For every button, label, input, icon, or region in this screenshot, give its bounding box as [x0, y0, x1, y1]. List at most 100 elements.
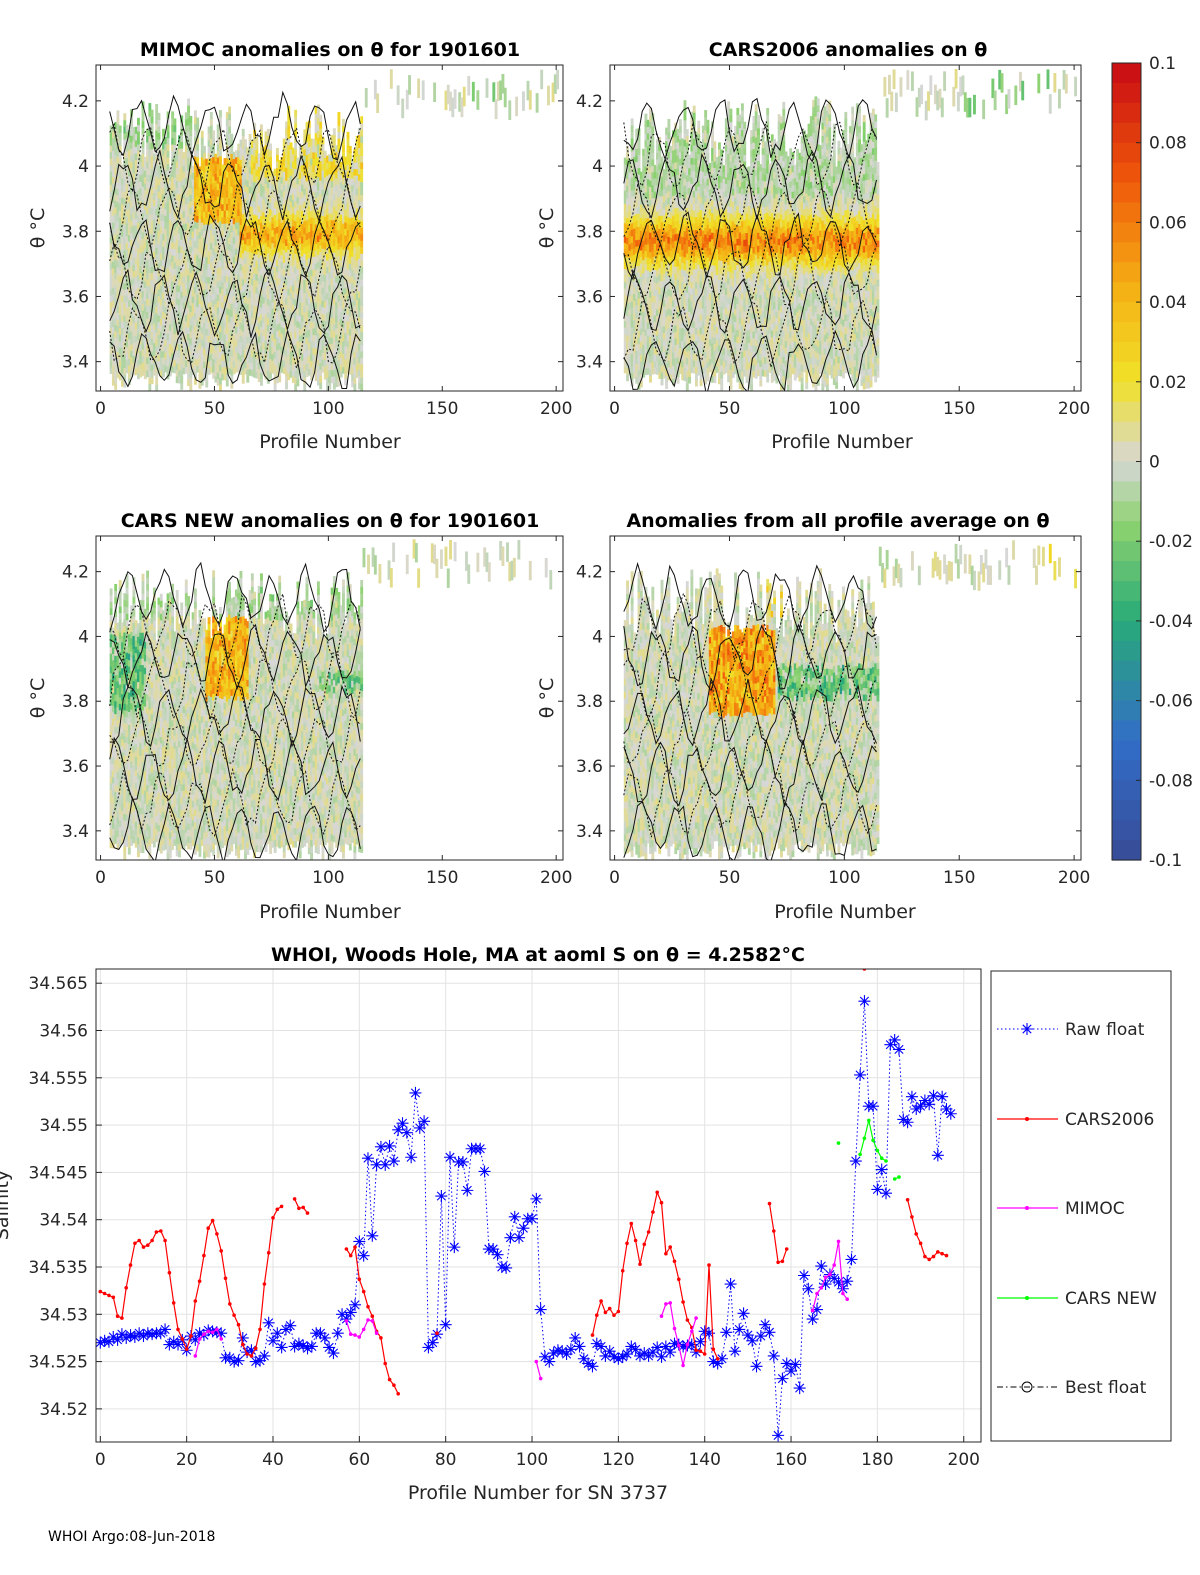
heatmap-cell	[111, 254, 115, 262]
heatmap-cell	[326, 312, 329, 320]
heatmap-cell	[353, 246, 357, 254]
heatmap-cell	[301, 334, 304, 342]
heatmap-cell	[166, 189, 170, 197]
heatmap-cell	[328, 271, 332, 279]
heatmap-cell	[237, 358, 241, 366]
heatmap-cell	[262, 263, 266, 272]
heatmap-cell	[344, 189, 348, 197]
heatmap-cell	[655, 308, 659, 317]
heatmap-cell	[150, 161, 154, 169]
heatmap-cell	[294, 220, 298, 228]
heatmap-cell	[212, 221, 216, 229]
heatmap-cell	[130, 187, 134, 195]
heatmap-cell	[173, 255, 177, 263]
heatmap-cell	[326, 246, 329, 255]
heatmap-cell	[642, 279, 646, 287]
heatmap-cell	[193, 116, 197, 124]
heatmap-cell	[637, 232, 641, 240]
heatmap-cell	[207, 276, 211, 284]
heatmap-cell	[326, 233, 329, 241]
heatmap-cell	[203, 217, 206, 225]
heatmap-cell	[339, 350, 343, 359]
heatmap-cell	[132, 179, 136, 187]
heatmap-cell	[180, 311, 184, 319]
heatmap-cell	[658, 163, 662, 171]
heatmap-cell	[342, 223, 345, 231]
heatmap-cell	[205, 204, 209, 212]
heatmap-cell	[237, 326, 241, 334]
heatmap-cell	[639, 178, 643, 186]
heatmap-cell	[353, 207, 357, 215]
heatmap-cell	[150, 122, 154, 130]
heatmap-cell	[494, 99, 498, 120]
heatmap-cell	[360, 135, 364, 143]
heatmap-cell	[330, 323, 334, 332]
heatmap-cell	[637, 317, 641, 325]
heatmap-cell	[665, 362, 669, 370]
heatmap-cell	[118, 373, 122, 381]
heatmap-cell	[305, 298, 309, 306]
heatmap-cell	[316, 150, 320, 158]
contour-lines	[109, 90, 361, 389]
heatmap-cell	[260, 372, 263, 380]
heatmap-cell	[116, 371, 120, 379]
heatmap-cell	[646, 321, 650, 330]
heatmap-cell	[298, 165, 302, 173]
heatmap-cell	[294, 337, 298, 346]
heatmap-cell	[630, 333, 634, 341]
heatmap-cell	[632, 365, 636, 373]
heatmap-cell	[665, 231, 669, 240]
heatmap-cell	[335, 282, 339, 290]
heatmap-cell	[266, 357, 270, 365]
heatmap-cell	[319, 134, 323, 142]
heatmap-cell	[285, 369, 288, 377]
heatmap-cell	[266, 278, 270, 286]
heatmap-cell	[134, 126, 138, 134]
heatmap-cell	[355, 292, 359, 300]
heatmap-cell	[162, 259, 165, 267]
heatmap-cell	[150, 200, 154, 209]
heatmap-cell	[342, 138, 345, 146]
heatmap-cell	[234, 169, 238, 177]
heatmap-cell	[360, 155, 364, 163]
heatmap-cell	[285, 147, 288, 155]
heatmap-cell	[637, 160, 641, 169]
heatmap-cell	[348, 256, 352, 264]
heatmap-cell	[291, 212, 295, 220]
heatmap-cell	[665, 290, 669, 298]
heatmap-cell	[219, 123, 222, 131]
heatmap-cell	[168, 317, 172, 325]
heatmap-cell	[253, 266, 257, 274]
heatmap-cell	[344, 287, 348, 295]
heatmap-cell	[662, 371, 666, 379]
y-axis-label: θ °C	[27, 208, 49, 248]
heatmap-cell	[232, 347, 236, 355]
heatmap-cell	[214, 277, 218, 285]
heatmap-cell	[644, 270, 648, 278]
heatmap-cell	[123, 347, 127, 356]
heatmap-cell	[316, 345, 320, 353]
heatmap-cell	[230, 153, 234, 161]
heatmap-cell	[234, 234, 238, 243]
heatmap-cell	[296, 274, 300, 282]
heatmap-cell	[273, 220, 277, 228]
heatmap-cell	[337, 177, 341, 185]
heatmap-cell	[360, 259, 364, 267]
heatmap-cell	[173, 118, 177, 126]
heatmap-cell	[330, 160, 334, 169]
heatmap-cell	[626, 256, 629, 264]
heatmap-cell	[337, 183, 341, 191]
heatmap-cell	[360, 292, 364, 300]
heatmap-cell	[628, 289, 632, 297]
heatmap-cell	[198, 290, 202, 298]
heatmap-cell	[132, 368, 136, 376]
heatmap-cell	[116, 279, 120, 287]
heatmap-cell	[237, 143, 241, 151]
heatmap-cell	[271, 360, 275, 368]
heatmap-cell	[355, 136, 359, 144]
heatmap-cell	[230, 251, 234, 259]
heatmap-cell	[155, 312, 159, 320]
heatmap-cell	[150, 279, 154, 287]
heatmap-cell	[332, 291, 336, 299]
heatmap-cell	[262, 179, 266, 187]
